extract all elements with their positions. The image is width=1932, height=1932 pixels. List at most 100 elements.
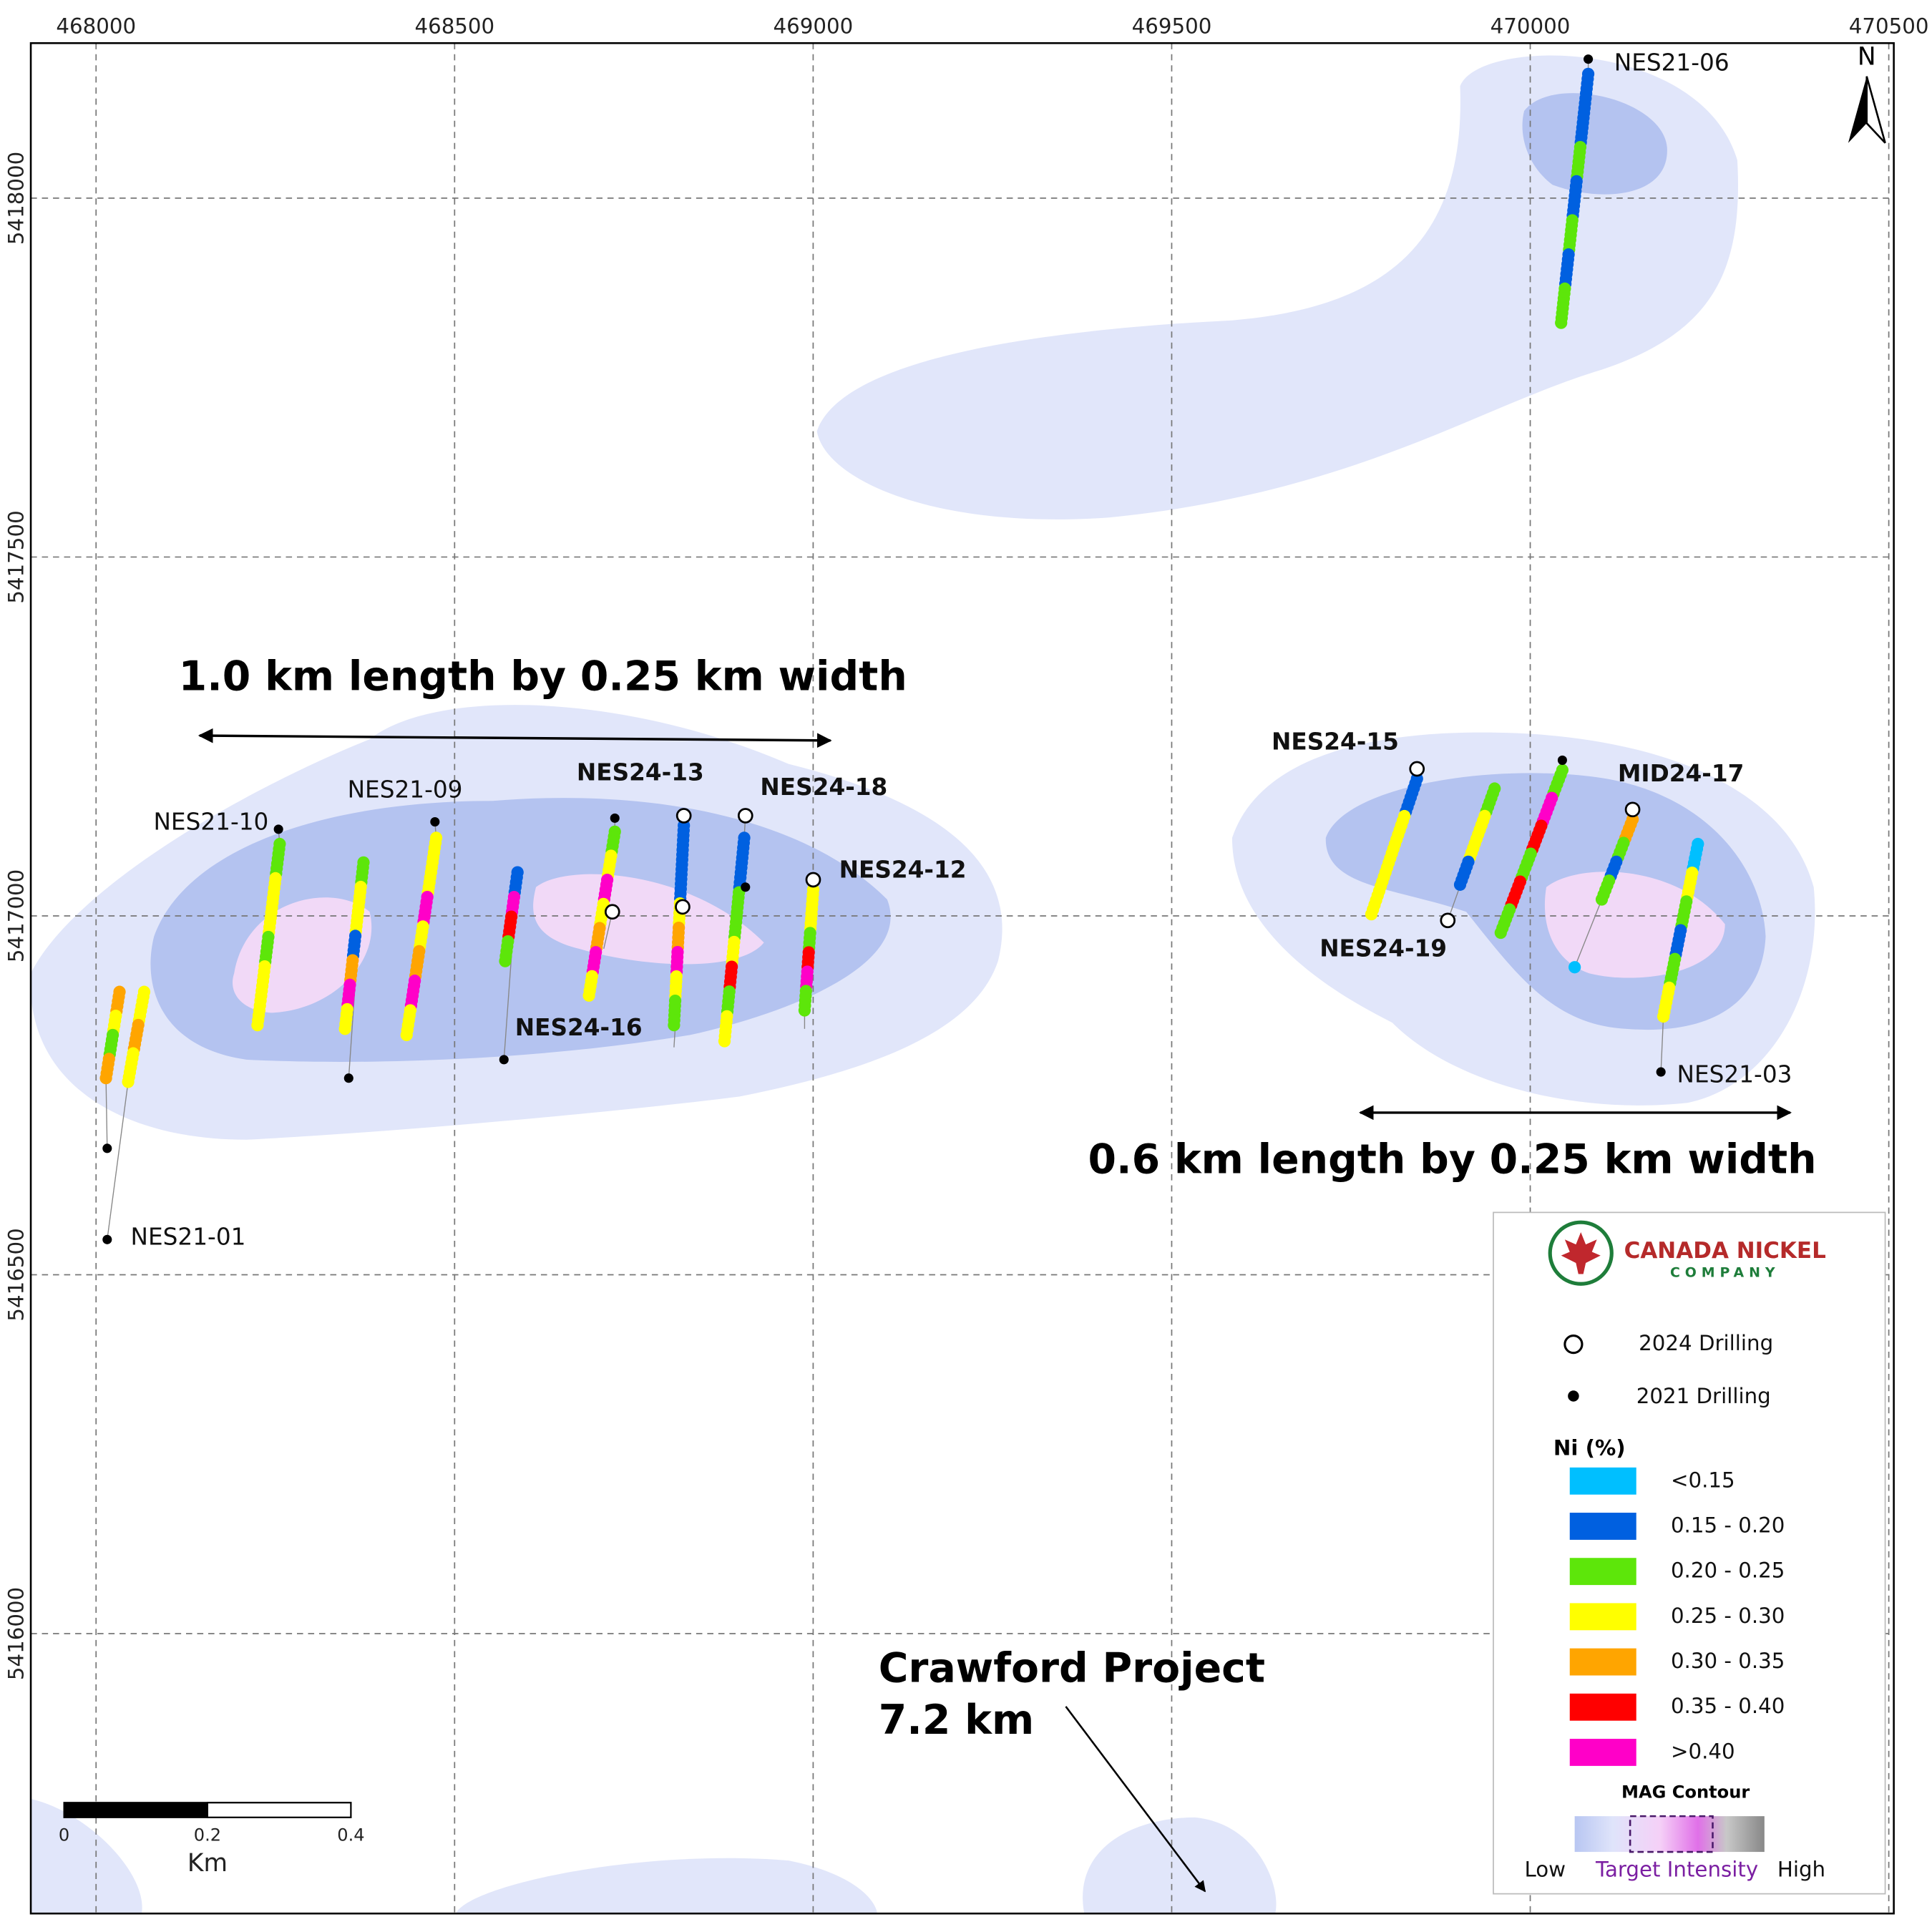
collar-2024 <box>737 808 753 824</box>
legend: CANADA NICKEL COMPANY 2024 Drilling 2021… <box>1493 1211 1886 1895</box>
collar-2021 <box>102 1234 112 1244</box>
hole-label: NES24-15 <box>1272 728 1399 755</box>
legend-label: 0.20 - 0.25 <box>1671 1558 1785 1583</box>
y-tick-label: 5416000 <box>4 1587 29 1680</box>
legend-swatch <box>1569 1558 1636 1586</box>
hole-label: NES21-10 <box>153 808 268 835</box>
annotation: Crawford Project <box>879 1645 1265 1692</box>
scale-segment <box>206 1802 352 1818</box>
y-tick-label: 5417000 <box>4 869 29 962</box>
hole-label: NES21-03 <box>1677 1060 1792 1088</box>
length-arrow <box>197 728 832 748</box>
legend-label: 0.25 - 0.30 <box>1671 1604 1785 1628</box>
assay-point <box>99 1072 112 1085</box>
hole-label: MID24-17 <box>1618 760 1744 787</box>
legend-swatch <box>1569 1467 1636 1495</box>
hole-label: NES21-06 <box>1614 49 1729 77</box>
assay-point <box>338 1023 351 1035</box>
hole-label: NES24-12 <box>839 856 967 883</box>
legend-swatch <box>1569 1513 1636 1540</box>
drill-traces <box>99 54 1704 1244</box>
x-tick-label: 468000 <box>56 14 136 38</box>
x-tick-label: 470500 <box>1849 14 1929 38</box>
assay-point <box>251 1019 264 1032</box>
legend-label: <0.15 <box>1671 1468 1735 1492</box>
scale-unit: Km <box>187 1849 228 1878</box>
assay-point <box>499 955 512 967</box>
direction-arrow <box>1065 1706 1206 1893</box>
scale-label: 0.4 <box>337 1825 364 1845</box>
hole-label: NES21-01 <box>131 1224 246 1251</box>
legend-label: Target Intensity <box>1595 1857 1758 1881</box>
legend-label: 0.30 - 0.35 <box>1671 1649 1785 1673</box>
symbol-2021 <box>1568 1390 1579 1402</box>
collar-2024 <box>1440 912 1456 929</box>
north-arrow: N <box>1848 42 1886 144</box>
map-frame <box>29 42 1895 1915</box>
collar-2021 <box>1557 755 1567 765</box>
collar-2021 <box>343 1073 353 1083</box>
y-tick-label: 5417500 <box>4 510 29 603</box>
scale-outline <box>63 1802 352 1818</box>
collar-2021 <box>1656 1067 1666 1077</box>
hole-label: NES24-16 <box>515 1014 643 1041</box>
assay-point <box>1657 1010 1670 1023</box>
assay-point <box>122 1075 135 1088</box>
collar-2024 <box>805 872 821 888</box>
assay-point <box>668 1019 680 1032</box>
hole-label: NES24-19 <box>1319 935 1447 962</box>
collar-2021 <box>273 824 283 834</box>
legend-label: >0.40 <box>1671 1739 1735 1763</box>
collar-2024 <box>604 904 620 920</box>
assay-point <box>400 1028 413 1042</box>
x-tick-label: 470000 <box>1491 14 1571 38</box>
legend-label: 0.15 - 0.20 <box>1671 1513 1785 1537</box>
symbol-2024 <box>1563 1335 1584 1355</box>
company-name: CANADA NICKEL <box>1624 1238 1826 1264</box>
annotation: 0.6 km length by 0.25 km width <box>1088 1136 1816 1183</box>
collar-leader <box>105 1078 108 1148</box>
assay-point <box>1453 878 1467 891</box>
hole-label: NES21-09 <box>348 776 463 803</box>
collar-2021 <box>741 882 751 892</box>
annotation: 7.2 km <box>879 1697 1034 1744</box>
assay-point <box>1568 961 1581 974</box>
target-box <box>1629 1815 1714 1853</box>
assay-point <box>1365 908 1378 921</box>
scale-label: 0.2 <box>194 1825 221 1845</box>
legend-label: Low <box>1524 1857 1566 1881</box>
legend-label: 2021 Drilling <box>1636 1384 1771 1408</box>
legend-swatch <box>1569 1603 1636 1631</box>
collar-2024 <box>1409 761 1425 777</box>
collar-2024 <box>1624 801 1641 818</box>
scale-bar: 0 0.2 0.4 Km <box>59 1802 365 1878</box>
legend-swatch <box>1569 1693 1636 1721</box>
x-tick-label: 469000 <box>774 14 854 38</box>
collar-2021 <box>430 816 440 827</box>
collar-leader <box>1574 899 1603 967</box>
collar-leader <box>1660 1016 1664 1073</box>
legend-title: MAG Contour <box>1621 1782 1750 1802</box>
collar-leader <box>107 1081 129 1240</box>
hole-label: NES24-13 <box>577 758 704 786</box>
annotation: 1.0 km length by 0.25 km width <box>179 653 907 700</box>
assay-point <box>718 1035 731 1048</box>
legend-swatch <box>1569 1739 1636 1766</box>
company-sub: COMPANY <box>1670 1264 1780 1280</box>
collar-2024 <box>675 899 691 915</box>
legend-title: Ni (%) <box>1553 1436 1626 1460</box>
assay-point <box>798 1004 811 1017</box>
x-tick-label: 469500 <box>1132 14 1212 38</box>
hole-labels: NES21-06 NES21-10 NES21-09 NES24-13 NES24-18… <box>131 49 1792 1251</box>
collar-2024 <box>675 808 692 824</box>
legend-label: 2024 Drilling <box>1639 1331 1773 1355</box>
collar-2021 <box>610 813 620 823</box>
logo-leaf <box>1561 1231 1601 1274</box>
assay-point <box>582 989 595 1002</box>
collar-2021 <box>102 1143 112 1153</box>
hole-label: NES24-18 <box>760 774 887 801</box>
north-label: N <box>1858 42 1876 71</box>
legend-label: 0.35 - 0.40 <box>1671 1694 1785 1718</box>
scale-segment <box>64 1802 208 1818</box>
